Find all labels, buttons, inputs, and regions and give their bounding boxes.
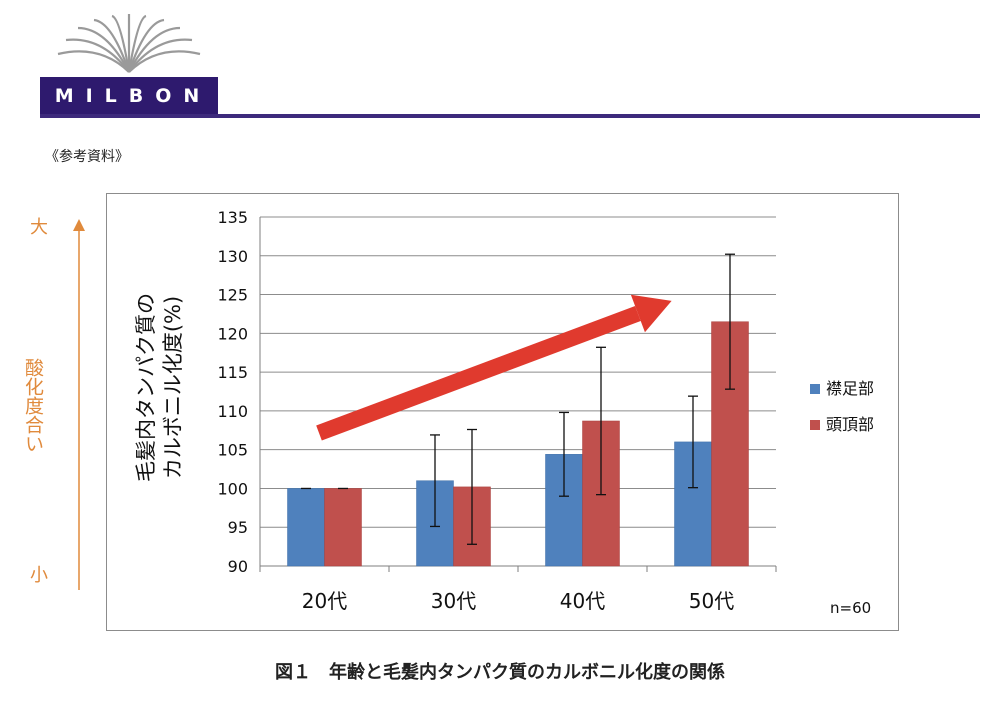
reference-label: 《参考資料》: [45, 149, 129, 165]
y-tick-label: 95: [228, 518, 248, 537]
logo-fan-emblem: [57, 14, 201, 73]
side-axis-arrow: [73, 219, 85, 590]
side-axis-bottom-label: 小: [30, 565, 48, 586]
y-tick-label: 110: [217, 402, 248, 421]
bar-chart: 90 95 100 105 110 115 120 125 130 135 毛髪内タンパク質の カルボ…: [134, 208, 874, 617]
y-tick-label: 130: [217, 247, 248, 266]
x-tick-label: 50代: [689, 589, 734, 613]
y-tick-label: 100: [217, 479, 248, 498]
y-tick-label: 125: [217, 286, 248, 305]
legend-label: 頭頂部: [826, 415, 874, 434]
y-tick-label: 105: [217, 441, 248, 460]
y-tick-label: 115: [217, 363, 248, 382]
bar: [324, 488, 362, 567]
chart-frame: [106, 193, 899, 631]
header-divider: [40, 114, 980, 118]
sample-size-note: n=60: [830, 599, 871, 617]
side-axis-title: 酸化度合い: [22, 357, 44, 453]
x-tick-label: 40代: [560, 589, 605, 613]
y-tick-label: 135: [217, 208, 248, 227]
y-axis-title-line1: 毛髪内タンパク質の: [134, 293, 158, 482]
bar: [287, 488, 325, 567]
side-axis-top-label: 大: [30, 217, 48, 238]
legend-label: 襟足部: [826, 379, 874, 398]
y-tick-label: 120: [217, 324, 248, 343]
logo-wordmark: MILBON: [40, 77, 218, 114]
milbon-logo: MILBON: [40, 14, 218, 114]
trend-arrow-head: [630, 294, 672, 333]
legend-swatch: [810, 384, 820, 394]
x-tick-label: 20代: [302, 589, 347, 613]
figure-caption: 図１ 年齢と毛髪内タンパク質のカルボニル化度の関係: [275, 662, 725, 683]
y-axis-title-line2: カルボニル化度(%): [161, 296, 185, 479]
x-tick-label: 30代: [431, 589, 476, 613]
y-tick-label: 90: [228, 557, 248, 576]
legend-swatch: [810, 420, 820, 430]
trend-arrow-shaft: [316, 306, 641, 441]
